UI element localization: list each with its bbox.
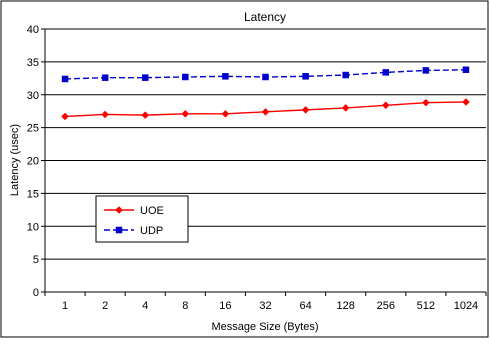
y-tick-label: 10 [27,221,39,233]
data-point-udp [262,73,269,81]
data-point-uoe [301,106,310,114]
data-point-uoe [261,107,270,116]
legend-label-udp: UDP [140,225,163,237]
data-point-udp [342,71,349,79]
data-point-udp [222,73,229,80]
data-point-uoe [341,104,350,112]
data-point-udp [302,73,309,80]
data-point-udp [101,74,109,81]
y-tick-label: 15 [27,188,39,200]
data-point-uoe [141,111,150,119]
legend: UOE UDP [95,195,189,243]
plot-area: 0 5 10 15 20 25 30 35 40 1 2 4 8 16 32 64 128 256 512 1024 [27,24,487,312]
y-tick-label: 0 [33,287,39,299]
x-tick-label: 2 [102,300,108,312]
x-tick-label: 128 [337,300,355,312]
data-point-uoe [101,110,109,119]
data-point-uoe [61,112,69,121]
y-tick-label: 20 [27,156,39,168]
data-point-udp [422,67,430,74]
data-point-uoe [221,109,230,118]
legend-label-uoe: UOE [140,205,164,217]
data-point-udp [462,66,470,74]
data-point-uoe [381,101,390,110]
data-point-udp [382,69,390,76]
y-axis-title: Latency (usec) [9,124,21,196]
data-point-uoe [422,98,430,107]
chart-title: Latency [244,10,286,24]
x-axis-title: Message Size (Bytes) [212,321,319,333]
y-tick-label: 30 [27,90,39,102]
data-point-uoe [181,109,190,118]
legend-marker-udp [115,226,123,234]
data-point-udp [61,75,69,83]
x-tick-label: 1 [62,300,68,312]
x-tick-label: 8 [182,300,188,312]
x-tick-label: 64 [299,300,311,312]
y-tick-label: 5 [33,254,39,266]
x-tick-label: 4 [142,300,148,312]
x-tick-label: 32 [259,300,271,312]
legend-box [95,195,189,243]
x-tick-label: 256 [377,300,395,312]
y-tick-label: 35 [27,57,39,69]
data-point-udp [182,73,189,81]
y-tick-label: 40 [27,24,39,36]
x-tick-label: 16 [219,300,231,312]
x-tick-label: 512 [417,300,435,312]
x-tick-label: 1024 [454,300,478,312]
y-tick-label: 25 [27,123,39,135]
legend-marker-uoe [115,206,123,214]
data-point-uoe [462,98,470,106]
data-point-udp [141,74,149,81]
